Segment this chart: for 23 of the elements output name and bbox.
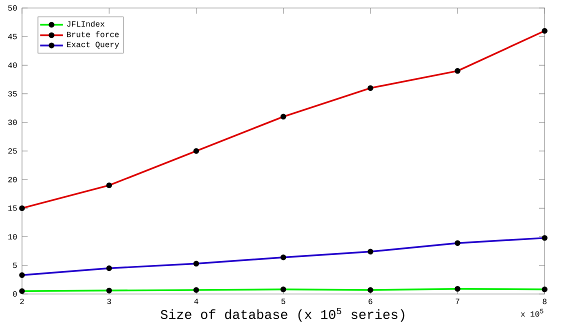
y-tick-label: 50	[8, 5, 17, 11]
x-tick-label: 2	[20, 298, 24, 304]
y-tick-label: 45	[8, 34, 17, 40]
x-tick-label: 3	[107, 298, 112, 304]
x-tick-label: 5	[281, 298, 286, 304]
y-tick-label: 25	[8, 148, 17, 154]
y-tick-label: 0	[12, 291, 17, 297]
x-axis-title: Size of database (x 10$^{5}$ series)	[160, 308, 404, 322]
x-tick-label: 7	[456, 298, 460, 304]
y-tick-label: 20	[8, 176, 17, 182]
legend-label: Brute force	[67, 31, 119, 38]
y-tick-label: 40	[8, 62, 17, 68]
legend-label: Exact Query	[67, 42, 119, 49]
x-tick-label: 6	[368, 298, 372, 304]
y-tick-label: 30	[8, 120, 17, 126]
x-tick-label: 4	[194, 298, 198, 304]
y-tick-label: 5	[13, 262, 17, 268]
y-tick-label: 35	[8, 91, 17, 97]
x-tick-label: 8	[542, 298, 547, 304]
text: x 10$^{5}$	[520, 308, 544, 317]
legend-label: JFLIndex	[67, 20, 104, 27]
y-tick-label: 10	[8, 234, 17, 240]
y-tick-label: 15	[8, 206, 17, 211]
